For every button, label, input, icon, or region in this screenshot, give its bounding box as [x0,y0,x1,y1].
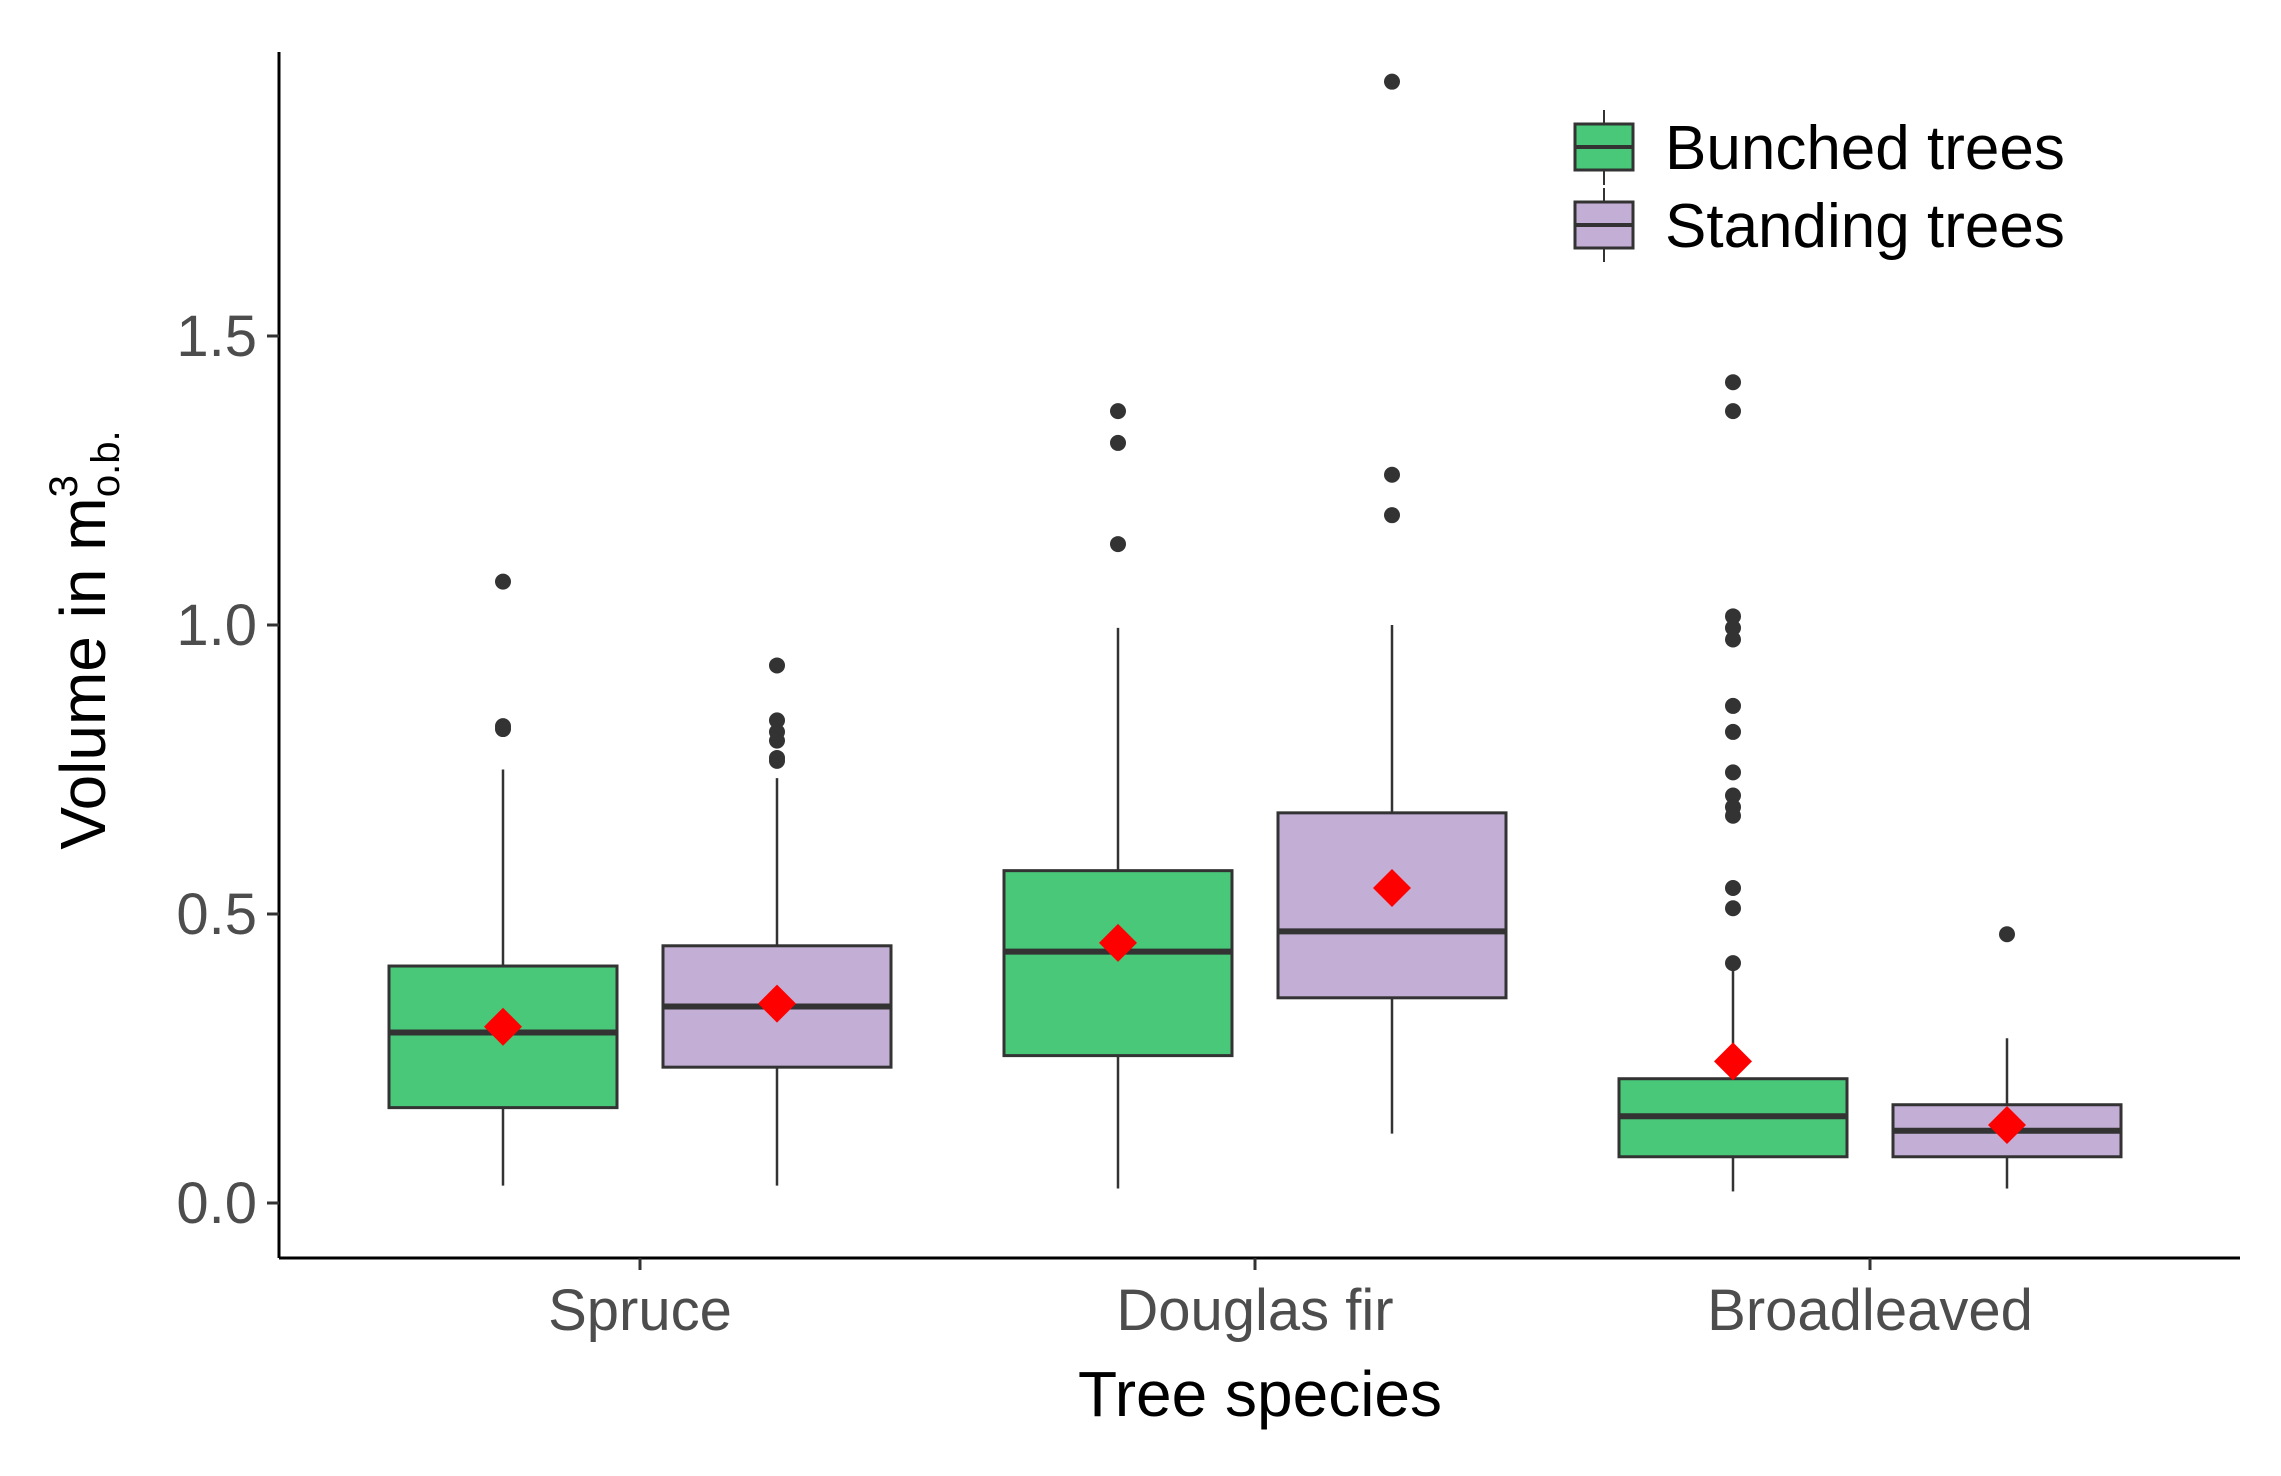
x-axis-title: Tree species [1078,1358,1442,1430]
plot-area [387,73,2123,1192]
legend-label-bunched: Bunched trees [1665,114,2065,183]
mean-marker [484,1007,522,1046]
outlier-point [1384,466,1400,483]
outlier-point [1725,787,1741,804]
outlier-point [1725,619,1741,636]
outlier-point [1110,434,1126,451]
y-axis-title-subscript: o.b. [84,430,128,497]
x-ticks: Spruce Douglas fir Broadleaved [548,1258,2033,1343]
mean-marker [1099,923,1137,962]
outlier-point [1725,697,1741,714]
outlier-point [1384,73,1400,90]
y-axis-title-main: Volume in m [47,497,119,849]
x-tick-label: Spruce [548,1278,732,1343]
outlier-point [769,712,785,729]
outlier-point [1725,608,1741,625]
outlier-point [1110,403,1126,420]
y-axis-title: Volume in m3o.b. [42,430,128,849]
mean-marker [758,984,796,1023]
box-standing-spruce [661,657,893,1186]
outlier-point [1384,507,1400,524]
iqr-box [1002,869,1234,1058]
axes [277,52,2240,1260]
outlier-point [769,732,785,749]
outlier-point [1110,536,1126,553]
y-tick-label: 0.0 [176,1171,257,1236]
outlier-point [1725,807,1741,824]
y-tick-label: 0.5 [176,882,257,947]
mean-marker [1988,1105,2026,1144]
x-tick-label: Broadleaved [1707,1278,2033,1343]
outlier-point [769,752,785,769]
outlier-point [1725,374,1741,391]
outlier-point [1725,900,1741,917]
y-ticks: 0.0 0.5 1.0 1.5 [176,304,279,1236]
legend-entry-bunched: Bunched trees [1573,110,2065,185]
x-tick-label: Douglas fir [1116,1278,1393,1343]
mean-marker [1714,1042,1752,1081]
outlier-point [495,573,511,590]
box-bunched-spruce [387,573,619,1186]
outlier-point [769,657,785,674]
outlier-point [495,721,511,738]
outlier-point [1725,879,1741,896]
legend-entry-standing: Standing trees [1573,188,2065,262]
legend: Bunched trees Standing trees [1573,110,2065,262]
outlier-point [1999,926,2015,943]
outlier-point [1725,955,1741,972]
box-standing-douglas-fir [1276,73,1508,1134]
outlier-point [1725,723,1741,740]
y-axis-title-superscript: 3 [42,475,86,497]
mean-marker [1373,868,1411,907]
legend-label-standing: Standing trees [1665,192,2065,261]
y-tick-label: 1.0 [176,593,257,658]
outlier-point [1725,764,1741,781]
outlier-point [1725,403,1741,420]
box-bunched-douglas-fir [1002,403,1234,1189]
y-tick-label: 1.5 [176,304,257,369]
box-standing-broadleaved [1891,926,2123,1189]
box-bunched-broadleaved [1617,374,1849,1192]
outlier-point [1725,631,1741,648]
